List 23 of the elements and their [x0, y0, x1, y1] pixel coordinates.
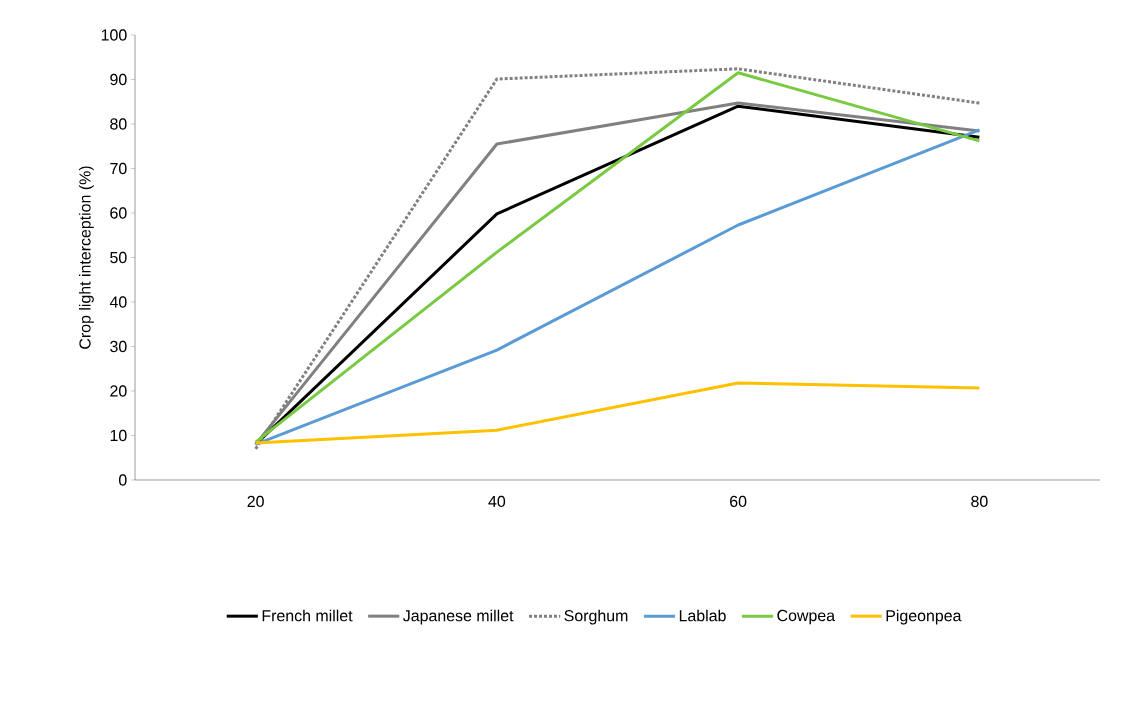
y-tick-label: 40 [109, 296, 127, 308]
x-tick-label: 20 [247, 495, 264, 508]
legend-label: Cowpea [777, 609, 836, 625]
x-tick-label: 80 [971, 495, 988, 508]
legend-label: Pigeonpea [886, 609, 962, 625]
y-tick-label: 80 [110, 118, 127, 130]
y-tick-label: 70 [110, 162, 127, 175]
x-tick-label: 60 [730, 495, 747, 508]
legend-label: Japanese millet [403, 609, 514, 625]
line-series [254, 381, 981, 445]
y-tick-label: 20 [110, 385, 127, 397]
legend-label: Lablab [679, 609, 726, 622]
y-tick-label: 90 [110, 73, 127, 86]
legend-label: Sorghum [564, 609, 628, 625]
y-tick-label: 30 [110, 340, 127, 353]
y-tick-label: 0 [118, 474, 127, 486]
y-tick-label: 60 [110, 207, 127, 219]
y-tick-label: 100 [101, 29, 127, 41]
legend-label: French millet [262, 609, 353, 622]
y-axis-title: Crop light interception (%) [78, 166, 94, 349]
x-tick-label: 40 [488, 495, 506, 508]
y-tick-label: 50 [110, 251, 127, 264]
y-tick-label: 10 [110, 429, 127, 442]
